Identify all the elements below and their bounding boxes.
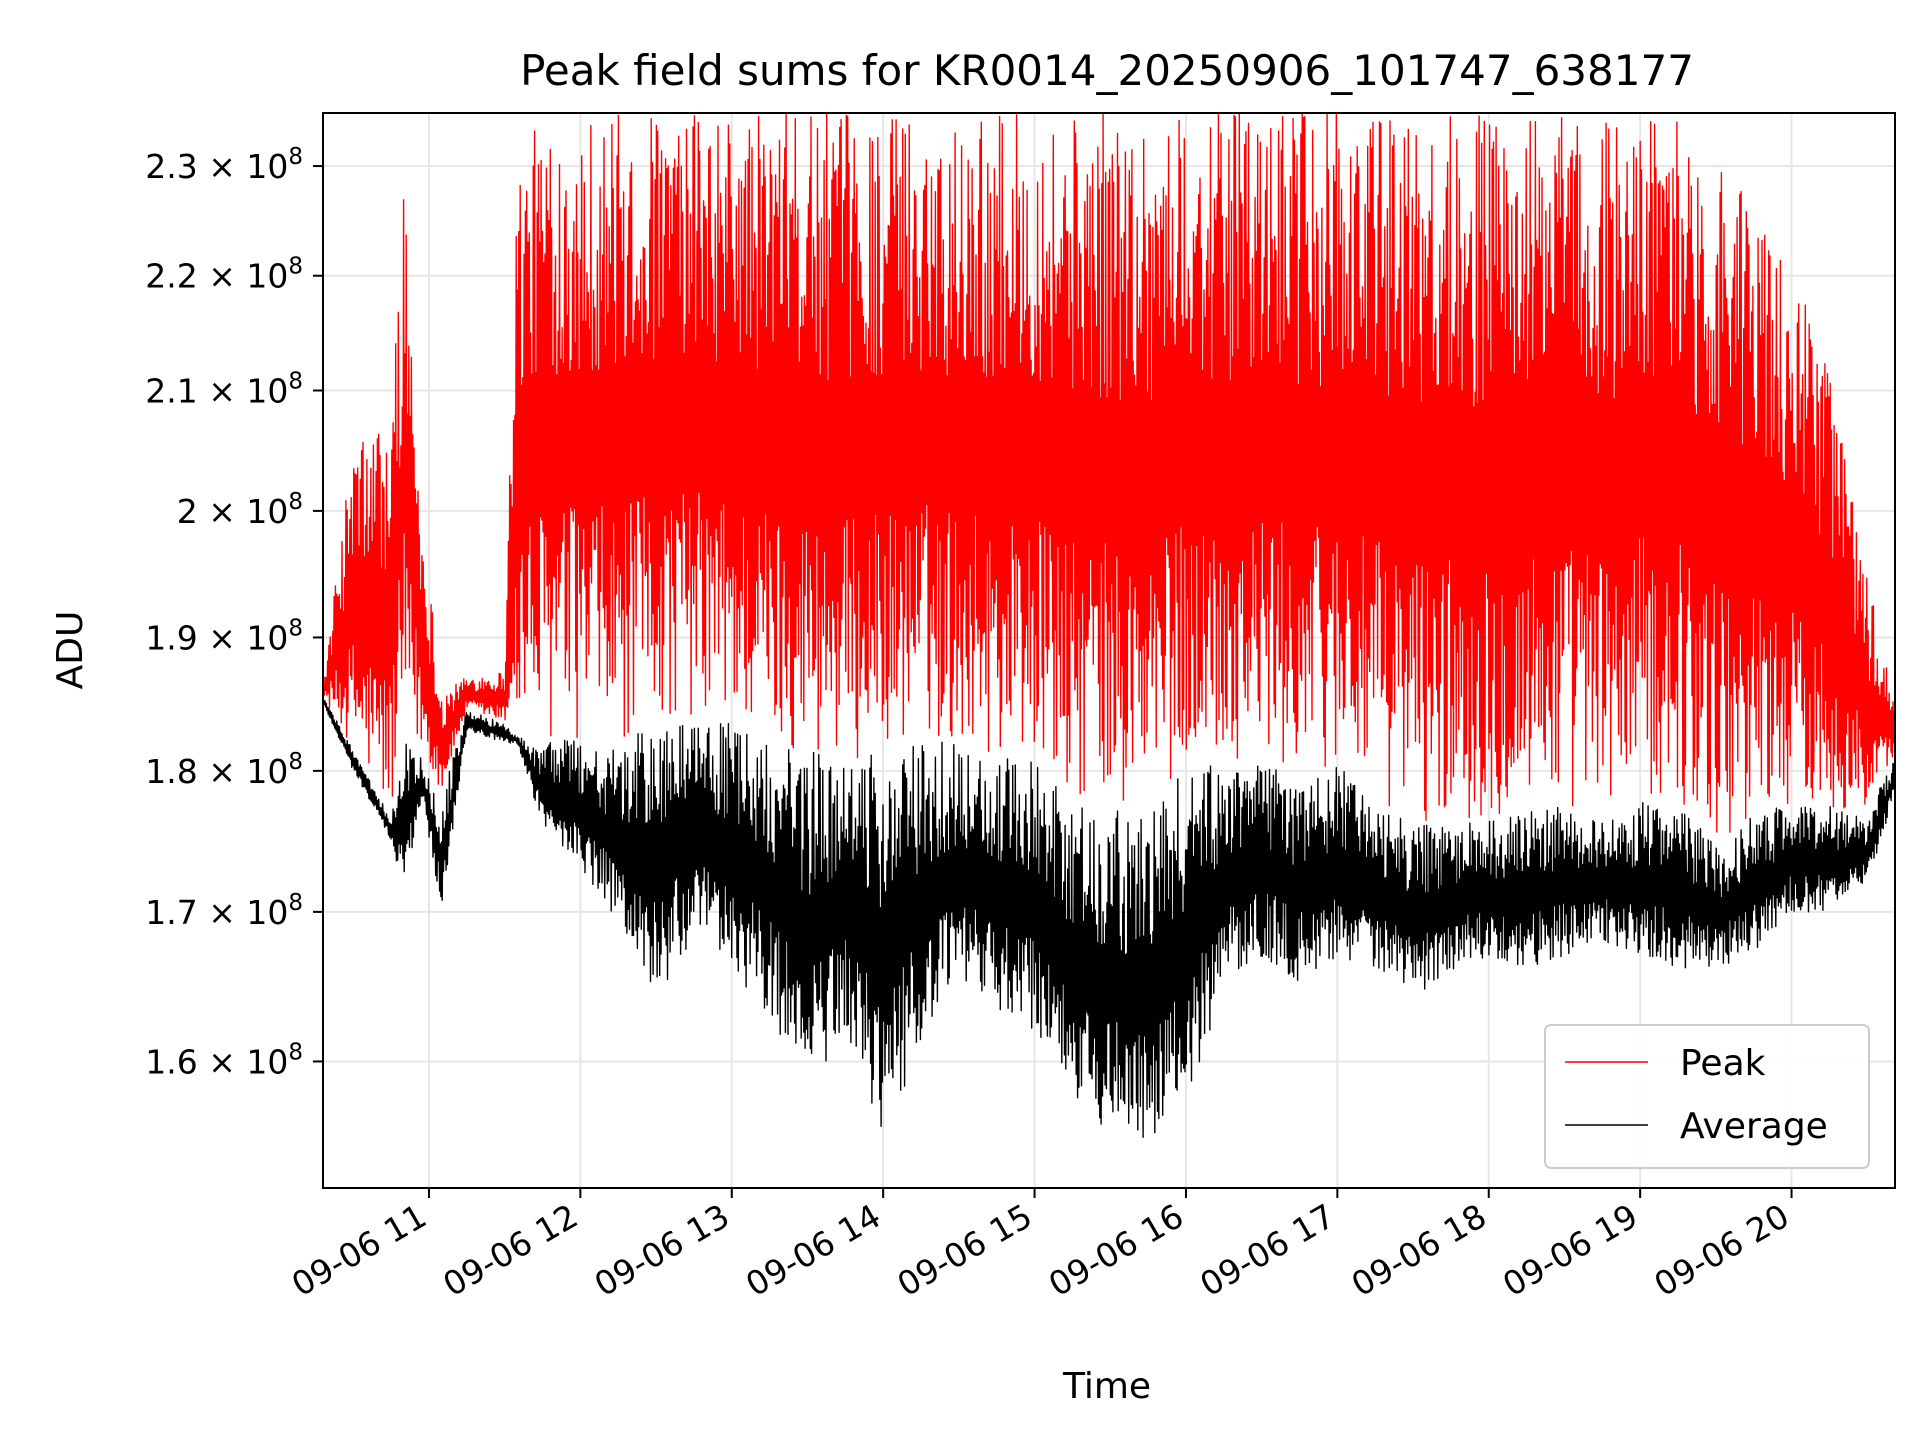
y-tick-label: 1.9 × 108	[145, 615, 303, 657]
y-tick-mantissa: 2.1	[145, 372, 197, 411]
y-tick-times: ×	[198, 372, 247, 411]
y-tick-base: 10	[246, 752, 288, 791]
y-tick-label: 1.7 × 108	[145, 890, 303, 932]
y-tick-times: ×	[198, 1042, 247, 1081]
y-tick-exponent: 8	[288, 890, 303, 916]
chart-title: Peak field sums for KR0014_20250906_1017…	[520, 46, 1694, 95]
y-tick-times: ×	[198, 257, 247, 296]
y-tick-base: 10	[246, 147, 288, 186]
legend-box	[1544, 1024, 1870, 1169]
y-tick-exponent: 8	[288, 615, 303, 641]
y-tick-times: ×	[198, 618, 247, 657]
y-tick-exponent: 8	[288, 369, 303, 395]
legend-label-peak: Peak	[1680, 1043, 1766, 1084]
y-tick-mantissa: 1.9	[145, 618, 197, 657]
y-tick-mantissa: 2.2	[145, 257, 197, 296]
y-tick-base: 10	[246, 372, 288, 411]
y-tick-times: ×	[198, 147, 247, 186]
y-tick-label: 2 × 108	[177, 489, 303, 531]
y-tick-base: 10	[246, 257, 288, 296]
y-tick-label: 2.3 × 108	[145, 144, 303, 186]
y-axis-label: ADU	[50, 611, 91, 690]
y-tick-exponent: 8	[288, 749, 303, 775]
y-tick-exponent: 8	[288, 489, 303, 515]
legend: Peak Average	[1544, 1024, 1870, 1169]
y-tick-mantissa: 2.3	[145, 147, 197, 186]
y-tick-exponent: 8	[288, 1039, 303, 1065]
y-tick-mantissa: 1.8	[145, 752, 197, 791]
y-tick-base: 10	[246, 618, 288, 657]
plot-frame	[322, 112, 1896, 1189]
x-axis-label: Time	[1062, 1366, 1151, 1407]
y-tick-mantissa: 1.6	[145, 1042, 197, 1081]
y-tick-mantissa: 2	[177, 492, 198, 531]
y-tick-times: ×	[198, 492, 247, 531]
y-tick-label: 1.8 × 108	[145, 749, 303, 791]
y-tick-base: 10	[246, 1042, 288, 1081]
y-tick-label: 1.6 × 108	[145, 1039, 303, 1081]
y-tick-times: ×	[198, 752, 247, 791]
legend-label-average: Average	[1680, 1106, 1828, 1147]
y-tick-times: ×	[198, 893, 247, 932]
y-tick-base: 10	[246, 492, 288, 531]
y-tick-label: 2.2 × 108	[145, 254, 303, 296]
series-layer	[323, 113, 1895, 1139]
series-line-average	[323, 699, 1895, 1139]
series-line-peak	[323, 113, 1895, 833]
y-tick-label: 2.1 × 108	[145, 369, 303, 411]
y-tick-exponent: 8	[288, 254, 303, 280]
y-tick-exponent: 8	[288, 144, 303, 170]
y-tick-mantissa: 1.7	[145, 893, 197, 932]
y-tick-base: 10	[246, 893, 288, 932]
